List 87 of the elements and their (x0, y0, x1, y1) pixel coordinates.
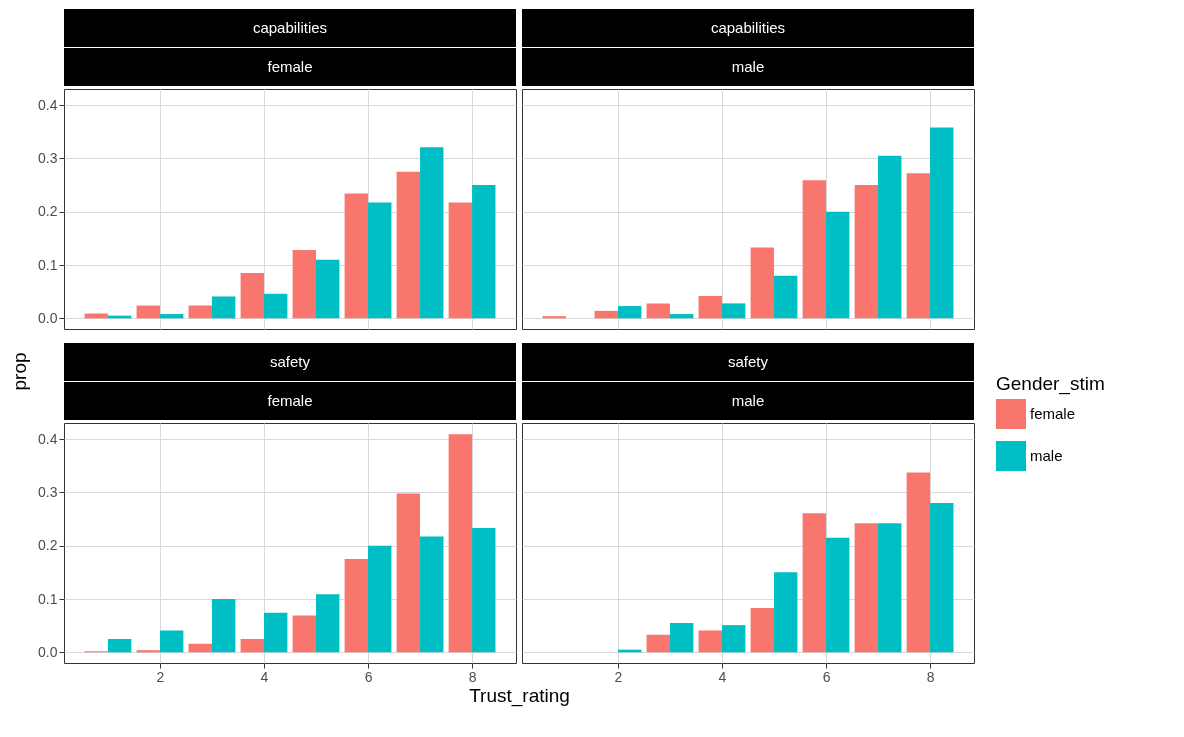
bar (721, 625, 746, 653)
bar (448, 202, 473, 319)
x-tick-label: 4 (718, 668, 727, 685)
bar (826, 537, 850, 653)
bar (472, 528, 496, 653)
y-tick-label: 0.0 (38, 309, 58, 326)
x-axis-title: Trust_rating (469, 684, 570, 707)
bar (368, 545, 392, 653)
bar (420, 147, 444, 319)
bar (878, 523, 902, 653)
y-tick-label: 0.0 (38, 643, 58, 660)
bar (750, 608, 775, 653)
bar (721, 303, 746, 319)
bar (646, 303, 670, 319)
y-tick-label: 0.3 (38, 149, 58, 166)
bar (344, 193, 369, 319)
bar (420, 536, 444, 653)
bar (854, 185, 879, 319)
bar (878, 155, 902, 319)
bar (211, 296, 236, 319)
bar (136, 305, 160, 319)
chart-subtitle: male (731, 392, 765, 409)
bar (774, 572, 798, 653)
bar (396, 493, 421, 653)
bar (448, 434, 473, 653)
x-tick-label: 2 (156, 668, 165, 685)
bar (240, 273, 264, 319)
bar (930, 503, 954, 653)
bar (542, 316, 566, 319)
x-tick-label: 6 (822, 668, 831, 685)
x-tick-label: 6 (364, 668, 373, 685)
bar (396, 171, 421, 319)
y-tick-label: 0.4 (38, 96, 58, 113)
chart-title: safety (269, 353, 311, 370)
legend-title: Gender_stim (996, 373, 1105, 395)
chart-subtitle: female (267, 392, 313, 409)
bar (617, 306, 642, 319)
bar (854, 523, 879, 653)
chart-subtitle: female (267, 58, 313, 75)
bar (159, 314, 184, 319)
bar (774, 275, 798, 319)
chart-title: safety (727, 353, 769, 370)
bar (472, 185, 496, 319)
bar (906, 472, 931, 653)
chart-title: capabilities (252, 19, 328, 36)
y-tick-label: 0.1 (38, 590, 58, 607)
bar (594, 310, 618, 319)
bar (802, 513, 827, 653)
bar (826, 211, 850, 319)
legend-label: female (1030, 405, 1076, 422)
bar (159, 630, 184, 653)
y-tick-label: 0.3 (38, 483, 58, 500)
x-tick-label: 8 (468, 668, 477, 685)
bar (292, 615, 317, 653)
y-tick-label: 0.4 (38, 430, 58, 447)
bar (263, 612, 288, 653)
bar (802, 180, 827, 319)
x-tick-label: 2 (614, 668, 623, 685)
bar (344, 559, 369, 653)
bar (240, 639, 264, 653)
bar (188, 643, 212, 653)
bar (263, 293, 288, 319)
chart-subtitle: male (731, 58, 765, 75)
bar (136, 650, 160, 653)
chart-title: capabilities (710, 19, 786, 36)
y-tick-label: 0.2 (38, 537, 58, 554)
y-tick-label: 0.2 (38, 203, 58, 220)
bar (930, 127, 954, 319)
bar (669, 314, 694, 319)
x-tick-label: 8 (926, 668, 935, 685)
x-tick-label: 4 (260, 668, 269, 685)
bar (316, 259, 340, 319)
bar (698, 295, 722, 319)
bar (368, 202, 392, 319)
bar (292, 250, 317, 319)
bar (188, 305, 212, 319)
y-axis-title: prop (9, 352, 31, 391)
bar (698, 630, 722, 653)
y-tick-label: 0.1 (38, 256, 58, 273)
bar (906, 173, 931, 319)
bar (107, 639, 132, 653)
legend-label: male (1030, 447, 1063, 464)
bar (316, 594, 340, 653)
bar (646, 634, 670, 653)
bar (750, 247, 775, 319)
bar (211, 599, 236, 653)
bar (669, 623, 694, 653)
